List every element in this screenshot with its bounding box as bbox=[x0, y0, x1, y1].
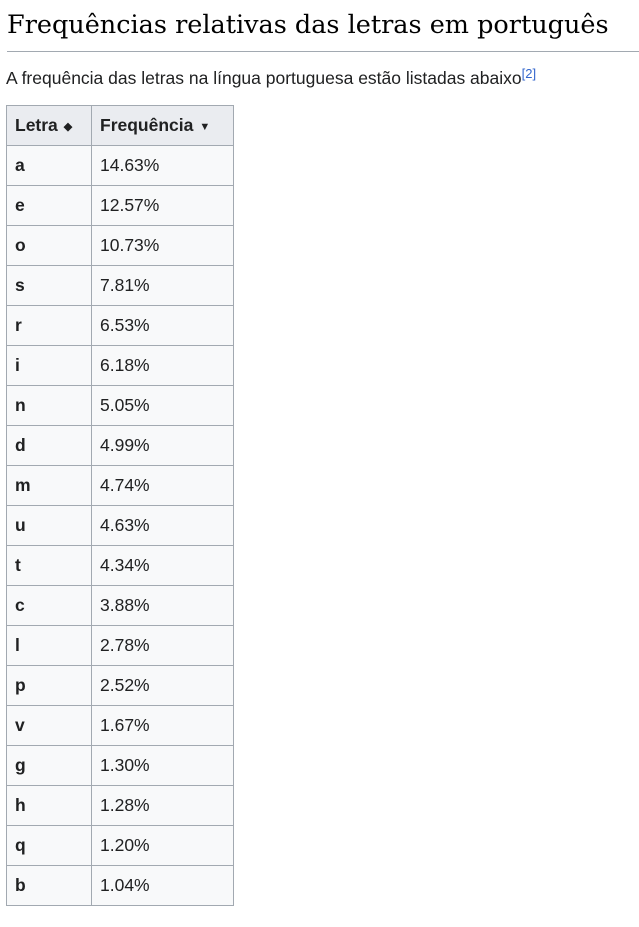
table-row: c 3.88% bbox=[6, 585, 234, 626]
letter-cell: e bbox=[6, 185, 92, 226]
frequency-cell: 5.05% bbox=[91, 385, 234, 426]
frequency-cell: 6.53% bbox=[91, 305, 234, 346]
citation-link[interactable]: [2] bbox=[521, 66, 537, 81]
table-row: t 4.34% bbox=[6, 545, 234, 586]
frequency-cell: 2.52% bbox=[91, 665, 234, 706]
letter-cell: v bbox=[6, 705, 92, 746]
frequency-cell: 6.18% bbox=[91, 345, 234, 386]
table-row: i 6.18% bbox=[6, 345, 234, 386]
table-row: l 2.78% bbox=[6, 625, 234, 666]
column-header-frequency[interactable]: Frequência ▼ bbox=[91, 105, 234, 146]
section-heading: Frequências relativas das letras em port… bbox=[7, 10, 609, 40]
table-row: d 4.99% bbox=[6, 425, 234, 466]
letter-frequency-table: Letra ◆ Frequência ▼ a 14.63% e 12.57% o 10.73%… bbox=[6, 105, 234, 906]
table-row: r 6.53% bbox=[6, 305, 234, 346]
table-row: o 10.73% bbox=[6, 225, 234, 266]
frequency-cell: 4.63% bbox=[91, 505, 234, 546]
letter-cell: n bbox=[6, 385, 92, 426]
frequency-cell: 1.30% bbox=[91, 745, 234, 786]
letter-cell: g bbox=[6, 745, 92, 786]
sort-descending-icon[interactable]: ▼ bbox=[199, 121, 211, 133]
table-row: a 14.63% bbox=[6, 145, 234, 186]
frequency-cell: 2.78% bbox=[91, 625, 234, 666]
frequency-cell: 4.34% bbox=[91, 545, 234, 586]
column-header-frequency-label: Frequência bbox=[100, 115, 194, 135]
table-row: b 1.04% bbox=[6, 865, 234, 906]
letter-cell: b bbox=[6, 865, 92, 906]
table-row: p 2.52% bbox=[6, 665, 234, 706]
frequency-cell: 1.67% bbox=[91, 705, 234, 746]
frequency-cell: 14.63% bbox=[91, 145, 234, 186]
intro-paragraph: A frequência das letras na língua portug… bbox=[6, 66, 536, 90]
letter-cell: u bbox=[6, 505, 92, 546]
letter-cell: r bbox=[6, 305, 92, 346]
letter-cell: m bbox=[6, 465, 92, 506]
table-row: e 12.57% bbox=[6, 185, 234, 226]
frequency-cell: 4.99% bbox=[91, 425, 234, 466]
intro-text: A frequência das letras na língua portug… bbox=[6, 68, 522, 88]
table-row: u 4.63% bbox=[6, 505, 234, 546]
letter-cell: h bbox=[6, 785, 92, 826]
frequency-cell: 1.20% bbox=[91, 825, 234, 866]
letter-cell: l bbox=[6, 625, 92, 666]
citation-superscript: [2] bbox=[522, 66, 536, 81]
frequency-cell: 7.81% bbox=[91, 265, 234, 306]
letter-cell: a bbox=[6, 145, 92, 186]
frequency-cell: 4.74% bbox=[91, 465, 234, 506]
letter-cell: q bbox=[6, 825, 92, 866]
frequency-cell: 1.04% bbox=[91, 865, 234, 906]
frequency-cell: 10.73% bbox=[91, 225, 234, 266]
heading-divider bbox=[7, 51, 639, 52]
table-row: h 1.28% bbox=[6, 785, 234, 826]
column-header-letter-label: Letra bbox=[15, 115, 58, 135]
table-header-row: Letra ◆ Frequência ▼ bbox=[6, 105, 234, 146]
frequency-cell: 12.57% bbox=[91, 185, 234, 226]
frequency-cell: 3.88% bbox=[91, 585, 234, 626]
table-row: n 5.05% bbox=[6, 385, 234, 426]
letter-cell: s bbox=[6, 265, 92, 306]
column-header-letter[interactable]: Letra ◆ bbox=[6, 105, 92, 146]
letter-cell: d bbox=[6, 425, 92, 466]
letter-cell: o bbox=[6, 225, 92, 266]
frequency-cell: 1.28% bbox=[91, 785, 234, 826]
table-row: v 1.67% bbox=[6, 705, 234, 746]
table-row: g 1.30% bbox=[6, 745, 234, 786]
letter-cell: p bbox=[6, 665, 92, 706]
letter-cell: c bbox=[6, 585, 92, 626]
table-row: s 7.81% bbox=[6, 265, 234, 306]
letter-cell: t bbox=[6, 545, 92, 586]
table-row: m 4.74% bbox=[6, 465, 234, 506]
table-row: q 1.20% bbox=[6, 825, 234, 866]
letter-cell: i bbox=[6, 345, 92, 386]
sort-both-icon[interactable]: ◆ bbox=[63, 121, 73, 133]
